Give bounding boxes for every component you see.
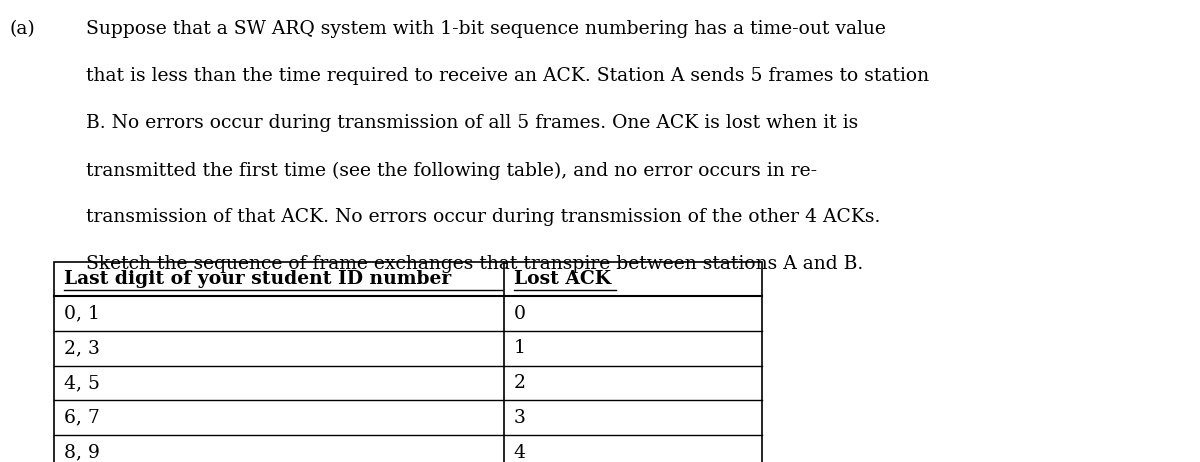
Text: that is less than the time required to receive an ACK. Station A sends 5 frames : that is less than the time required to r… [86,67,930,85]
Text: Lost ACK: Lost ACK [514,270,611,288]
Text: 4: 4 [514,444,526,462]
Text: 3: 3 [514,409,526,427]
Text: 1: 1 [514,340,526,358]
Text: 8, 9: 8, 9 [64,444,100,462]
Text: 4, 5: 4, 5 [64,374,100,392]
Text: B. No errors occur during transmission of all 5 frames. One ACK is lost when it : B. No errors occur during transmission o… [86,115,859,133]
Text: Last digit of your student ID number: Last digit of your student ID number [64,270,451,288]
Text: (a): (a) [10,20,35,38]
Text: transmission of that ACK. No errors occur during transmission of the other 4 ACK: transmission of that ACK. No errors occu… [86,208,881,226]
Text: 0: 0 [514,304,526,322]
Text: Suppose that a SW ARQ system with 1-bit sequence numbering has a time-out value: Suppose that a SW ARQ system with 1-bit … [86,20,887,38]
Text: 2, 3: 2, 3 [64,340,100,358]
Text: 6, 7: 6, 7 [64,409,100,427]
Text: transmitted the first time (see the following table), and no error occurs in re-: transmitted the first time (see the foll… [86,161,817,180]
Text: Sketch the sequence of frame exchanges that transpire between stations A and B.: Sketch the sequence of frame exchanges t… [86,255,864,274]
Text: 2: 2 [514,374,526,392]
Text: 0, 1: 0, 1 [64,304,100,322]
